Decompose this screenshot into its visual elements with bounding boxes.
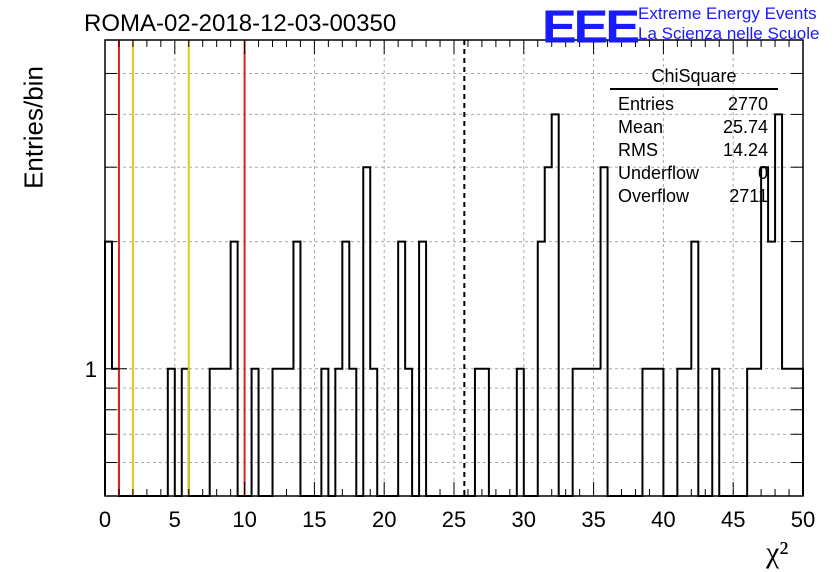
histogram-bin	[280, 369, 287, 496]
stat-row: Underflow 0	[610, 162, 778, 185]
histogram-bin	[482, 369, 489, 496]
histogram-bin	[677, 369, 684, 496]
y-tick-label: 1	[85, 357, 97, 382]
stat-row: Mean 25.74	[610, 116, 778, 139]
histogram-bin	[475, 369, 482, 496]
histogram-bin	[580, 369, 587, 496]
histogram-bin	[642, 369, 649, 496]
histogram-bin	[545, 167, 552, 496]
histogram-bin	[712, 369, 719, 496]
histogram-bin	[649, 369, 656, 496]
histogram-bin	[405, 369, 412, 496]
histogram-bin	[782, 369, 789, 496]
x-axis-label: χ²	[766, 536, 789, 569]
stat-row: Overflow 2711	[610, 185, 778, 208]
histogram-bin	[363, 167, 370, 496]
stats-box: ChiSquare Entries 2770 Mean 25.74 RMS 14…	[610, 66, 778, 208]
histogram-bin	[768, 242, 775, 496]
histogram-bin	[684, 369, 691, 496]
stat-label: Entries	[618, 94, 675, 114]
histogram-bin	[573, 369, 580, 496]
stat-value: 25.74	[722, 117, 768, 137]
histogram-bin	[224, 369, 231, 496]
stat-label: RMS	[618, 140, 658, 160]
histogram-bin	[231, 242, 238, 496]
stat-value: 0	[757, 163, 768, 183]
stats-title: ChiSquare	[610, 66, 778, 90]
x-tick-label: 20	[372, 507, 396, 532]
stat-value: 14.24	[722, 140, 768, 160]
stat-label: Overflow	[618, 186, 690, 206]
histogram-bin	[538, 242, 545, 496]
stat-row: RMS 14.24	[610, 139, 778, 162]
logo-line-1: Extreme Energy Events	[638, 4, 817, 23]
x-tick-label: 45	[721, 507, 745, 532]
histogram-bin	[761, 167, 768, 496]
histogram-bin	[754, 369, 761, 496]
histogram-bin	[601, 167, 608, 496]
axes	[104, 39, 804, 497]
histogram-bin	[273, 369, 280, 496]
histogram-bin	[594, 369, 601, 496]
logo-line-2: La Scienza nelle Scuole	[638, 24, 820, 43]
tick-labels: 0 5 10 15 20 25 30 35 40 45 50 1	[85, 357, 815, 532]
chart-title: ROMA-02-2018-12-03-00350	[84, 10, 397, 37]
histogram-bin	[419, 242, 426, 496]
eee-logo: EEE	[542, 0, 640, 54]
stat-value: 2711	[729, 186, 768, 206]
histogram-bin	[691, 242, 698, 496]
x-tick-label: 10	[232, 507, 256, 532]
histogram-bin	[587, 369, 594, 496]
histogram-bin	[342, 242, 349, 496]
x-tick-label: 25	[442, 507, 466, 532]
x-tick-label: 35	[581, 507, 605, 532]
histogram-bin	[370, 369, 377, 496]
x-tick-label: 15	[302, 507, 326, 532]
x-tick-label: 5	[169, 507, 181, 532]
histogram-bin	[217, 369, 224, 496]
histogram-bin	[517, 369, 524, 496]
stat-value: 2770	[727, 94, 768, 114]
histogram-bin	[168, 369, 175, 496]
x-tick-label: 30	[512, 507, 536, 532]
x-tick-label: 0	[99, 507, 111, 532]
histogram-bin	[349, 369, 356, 496]
histogram-bin	[398, 242, 405, 496]
histogram-bin	[321, 369, 328, 496]
histogram-bin	[335, 369, 342, 496]
histogram-bin	[293, 242, 300, 496]
marker-lines	[117, 40, 466, 496]
y-axis-label: Entries/bin	[18, 66, 49, 189]
histogram-bin	[252, 369, 259, 496]
stat-label: Underflow	[618, 163, 700, 183]
histogram-bin	[747, 369, 754, 496]
x-tick-label: 40	[651, 507, 675, 532]
stat-label: Mean	[618, 117, 664, 137]
stat-row: Entries 2770	[610, 93, 778, 116]
x-tick-label: 50	[791, 507, 815, 532]
histogram-bin	[552, 114, 559, 496]
histogram-bin	[656, 369, 663, 496]
histogram-bin	[210, 369, 217, 496]
histogram-bin	[286, 369, 293, 496]
histogram-bin	[182, 369, 189, 496]
